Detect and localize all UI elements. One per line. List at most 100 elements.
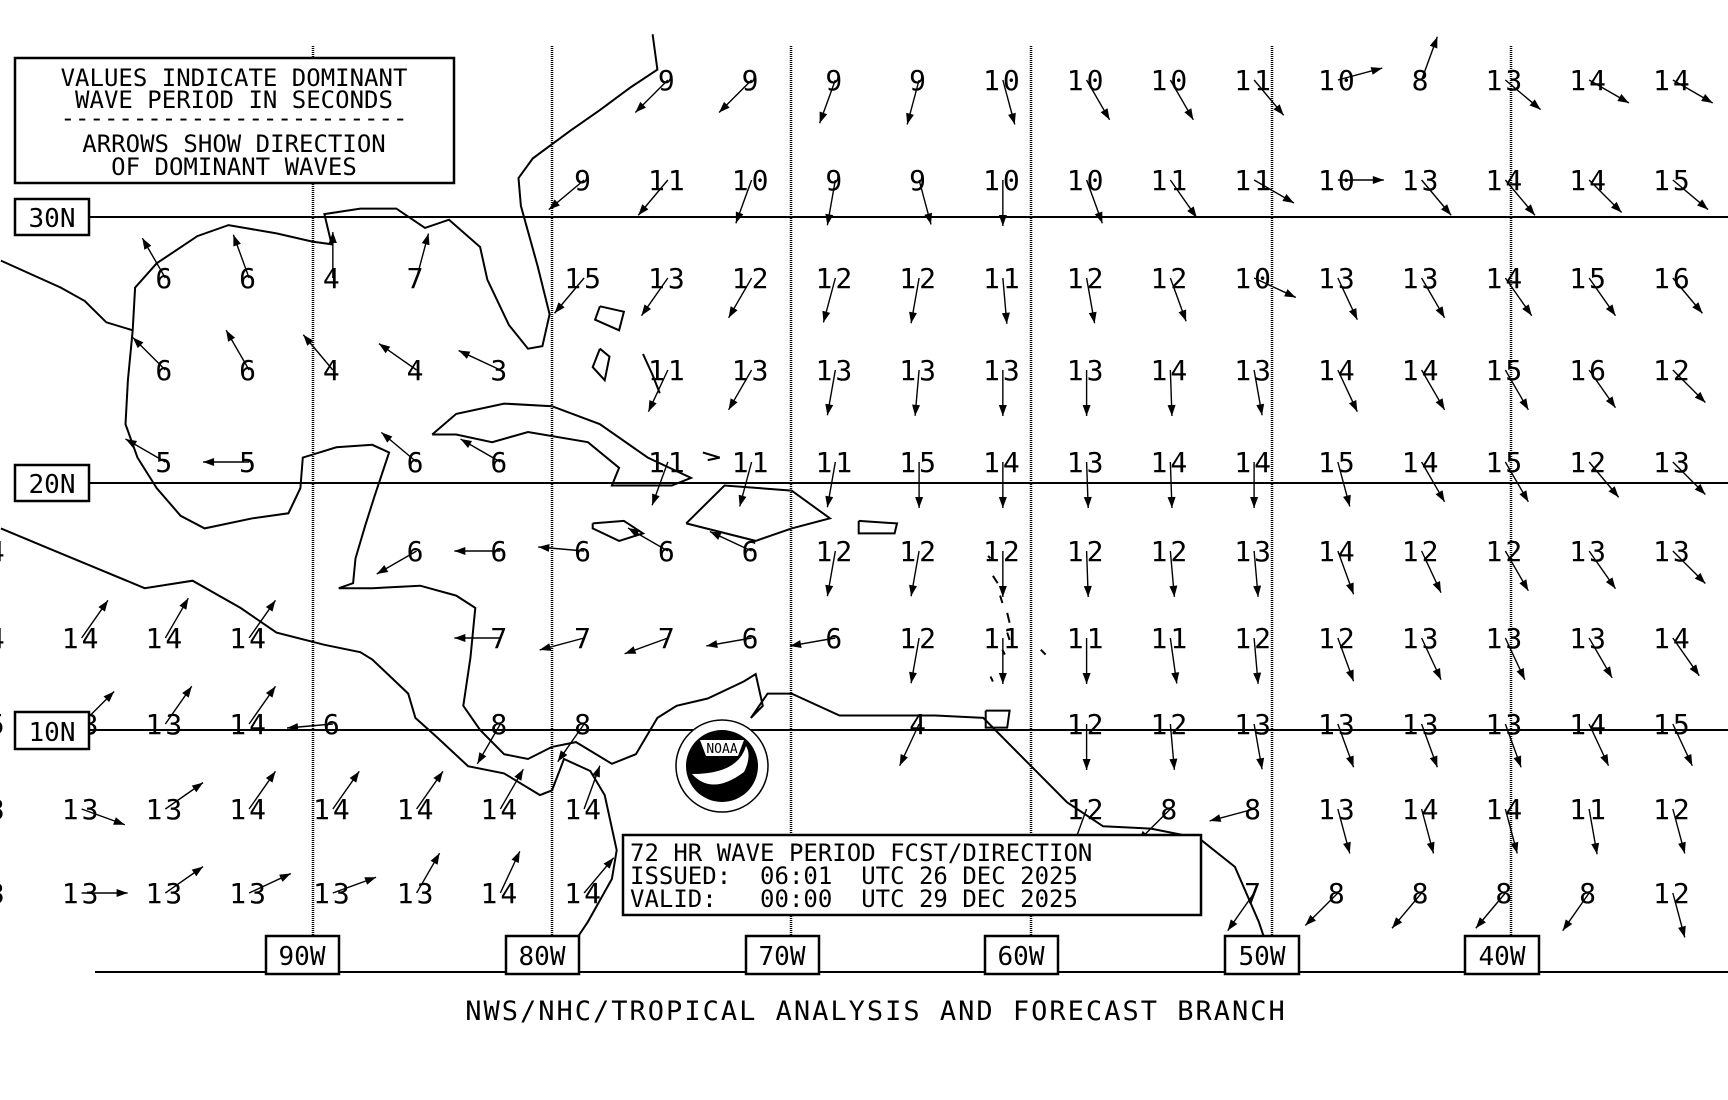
arrow-head xyxy=(1441,204,1452,216)
lon-label-40w: 40W xyxy=(1463,934,1541,976)
wave-cell: 14 xyxy=(1318,354,1358,412)
arrow-head xyxy=(1094,211,1103,224)
wave-period-value: 13 xyxy=(1318,793,1358,826)
wave-period-value: 13 xyxy=(1318,262,1358,295)
arrow-head xyxy=(1605,396,1616,408)
wave-cell: 14 xyxy=(1653,64,1714,104)
wave-cell: 9 xyxy=(909,164,933,225)
wave-cell: 14 xyxy=(1234,446,1274,508)
wave-period-value: 12 xyxy=(1067,708,1107,741)
arrow-head xyxy=(1250,497,1259,508)
wave-cell: 13 xyxy=(1234,354,1271,416)
arrow-head xyxy=(998,405,1007,416)
wave-cell: 12 xyxy=(815,535,852,597)
arrow-head xyxy=(477,752,487,764)
arrow-head xyxy=(819,111,828,124)
arrow-head xyxy=(1256,403,1265,416)
arrow-head xyxy=(557,750,568,762)
wave-cell: 15 xyxy=(1653,164,1709,211)
arrow-head xyxy=(603,857,614,869)
arrow-head xyxy=(1617,94,1629,103)
wave-period-value: 10 xyxy=(1067,164,1107,197)
wave-cell: 13 xyxy=(983,354,1020,416)
wave-period-value: 14 xyxy=(1234,446,1274,479)
wave-period-value: 12 xyxy=(815,262,855,295)
wave-period-value: 16 xyxy=(1653,262,1693,295)
svg-text:50W: 50W xyxy=(1239,942,1286,972)
wave-cell: 14 xyxy=(1402,793,1438,854)
arrow-head xyxy=(1591,842,1600,855)
wave-period-value: 10 xyxy=(1318,64,1358,97)
arrow-head xyxy=(648,400,657,412)
arrow-head xyxy=(1432,668,1442,680)
wave-cell: 5 xyxy=(125,438,172,479)
arrow-head xyxy=(1435,306,1445,318)
arrow-head xyxy=(1475,917,1486,929)
wave-cell: 12 xyxy=(1067,535,1107,597)
arrow-head xyxy=(182,686,192,698)
coastline xyxy=(591,347,611,383)
arrow-head xyxy=(1513,755,1522,768)
arrow-head xyxy=(381,432,393,443)
wave-period-value: 13 xyxy=(1318,708,1358,741)
arrow-head xyxy=(1694,391,1706,403)
lon-label-70w: 70W xyxy=(744,934,821,976)
arrow-head xyxy=(511,851,520,863)
wave-period-value: 6 xyxy=(490,446,510,479)
wave-period-value: 11 xyxy=(983,622,1023,655)
wave-cell: 13 xyxy=(899,354,936,416)
wave-cell: 14 xyxy=(1569,708,1610,766)
wave-cell: 6 xyxy=(627,527,675,568)
arrow-head xyxy=(1001,312,1010,324)
wave-cell: 9 xyxy=(818,64,842,124)
coastline xyxy=(984,709,1011,729)
svg-text:30N: 30N xyxy=(29,204,76,234)
wave-period-value: 11 xyxy=(732,446,772,479)
wave-period-value: 14 xyxy=(564,877,604,910)
arrow-head xyxy=(825,213,834,226)
wave-period-value: 13 xyxy=(1485,708,1525,741)
arrow-head xyxy=(539,643,552,651)
wave-cell: 14 xyxy=(1485,793,1522,854)
arrow-head xyxy=(103,691,115,703)
wave-period-value: 10 xyxy=(983,64,1023,97)
arrow-head xyxy=(915,497,924,508)
wave-period-value: 6 xyxy=(742,535,762,568)
arrow-head xyxy=(909,311,917,324)
arrow-head xyxy=(1253,585,1262,597)
arrow-head xyxy=(1253,672,1262,684)
arrow-head xyxy=(652,493,660,506)
wave-period-value: 14 xyxy=(1569,708,1609,741)
arrow-head xyxy=(279,873,291,882)
wave-period-value: 12 xyxy=(1067,535,1107,568)
wave-cell: 13 xyxy=(815,354,852,416)
wave-cell: 10 xyxy=(1150,64,1194,121)
wave-period-value: 14 xyxy=(983,446,1023,479)
arrow-head xyxy=(113,817,125,825)
wave-cell: 6 xyxy=(380,431,424,479)
wave-period-value: 14 xyxy=(480,793,520,826)
arrow-head xyxy=(1611,201,1622,213)
wave-cell: 11 xyxy=(983,262,1020,324)
wave-cell: 14 xyxy=(564,857,615,910)
wave-cell: 13 xyxy=(145,866,204,910)
wave-period-value: 11 xyxy=(1150,164,1190,197)
coastline xyxy=(124,330,1272,958)
wave-period-value: 9 xyxy=(825,164,845,197)
arrow-head xyxy=(1083,496,1092,508)
arrow-head xyxy=(924,212,933,225)
wave-period-value: 9 xyxy=(742,64,762,97)
wave-cell: 14 xyxy=(1150,446,1187,508)
arrow-head xyxy=(349,771,360,783)
arrow-head xyxy=(433,771,443,783)
arrow-head xyxy=(1608,486,1619,498)
wave-cell: 14 xyxy=(145,597,189,655)
wave-cell: 10 xyxy=(1067,64,1111,121)
wave-cell: 4 xyxy=(378,343,424,387)
wave-period-value: 13 xyxy=(397,877,437,910)
wave-cell: 15 xyxy=(1485,446,1529,503)
arrow-head xyxy=(265,771,276,783)
arrow-head xyxy=(1701,94,1713,103)
wave-period-value: 14 xyxy=(313,793,353,826)
wave-cell: 13 xyxy=(1402,708,1438,768)
